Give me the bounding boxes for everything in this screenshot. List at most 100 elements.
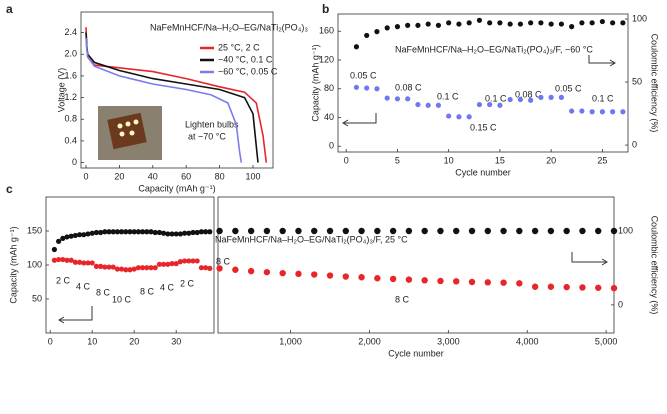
data-point (72, 232, 78, 239)
data-point (81, 232, 87, 238)
series-line (85, 37, 243, 163)
data-point (538, 94, 544, 100)
x-tick-label: 20 (114, 171, 124, 181)
rate-label: 0.05 C (350, 70, 377, 80)
data-point (466, 20, 472, 26)
data-point (311, 271, 318, 278)
rate-label: 0.1 C (437, 91, 459, 101)
data-point (484, 279, 491, 286)
data-point (77, 259, 83, 265)
data-point (203, 265, 209, 271)
data-point (173, 231, 179, 237)
data-point (358, 227, 365, 235)
data-point (610, 284, 618, 292)
x-tick-label: 5 (395, 155, 400, 165)
data-point (558, 21, 564, 27)
legend-label: −60 °C, 0.05 C (218, 66, 278, 76)
y-tick-label: 150 (27, 225, 42, 235)
y-axis-label: Capacity (mAh g⁻¹) (8, 226, 18, 303)
y-tick-label: 2.0 (64, 49, 77, 59)
data-point (547, 283, 555, 290)
data-point (548, 21, 554, 27)
data-point (106, 229, 112, 235)
x-tick-label: 0 (48, 336, 53, 346)
data-point (353, 84, 360, 90)
data-point (425, 21, 431, 27)
data-point (421, 227, 428, 235)
data-point (569, 108, 575, 114)
y2-tick-label: 100 (632, 13, 647, 23)
data-point (114, 266, 120, 272)
data-point (610, 109, 616, 115)
data-point (500, 279, 507, 286)
y-tick-label: 100 (27, 259, 42, 269)
data-point (85, 260, 91, 266)
data-point (131, 229, 137, 235)
rate-label: 10 C (112, 294, 132, 304)
data-point (595, 227, 602, 235)
y2-tick-label: 0 (618, 299, 623, 309)
data-point (589, 20, 595, 26)
data-point (263, 268, 271, 276)
data-point (610, 227, 618, 235)
rate-label: 0.1 C (485, 93, 507, 103)
data-point (190, 258, 196, 264)
rate-label: 4 C (160, 282, 175, 292)
data-point (140, 229, 146, 235)
data-point (435, 102, 442, 108)
data-point (364, 85, 370, 91)
data-point (353, 44, 360, 50)
data-point (374, 86, 380, 92)
data-point (589, 109, 595, 115)
x-tick-label: 20 (546, 155, 556, 165)
rate-label: 0.08 C (515, 89, 542, 99)
x-tick-label: 0 (344, 155, 349, 165)
data-point (453, 278, 460, 285)
y-tick-label: 1.6 (64, 70, 77, 80)
data-point (131, 266, 137, 272)
annotation: Lighten bulbs (185, 119, 239, 129)
data-point (106, 264, 112, 270)
data-point (500, 227, 507, 235)
data-point (207, 229, 213, 235)
data-point (161, 261, 167, 267)
data-point (563, 227, 570, 235)
data-point (60, 235, 66, 241)
x-tick-label: 2,000 (358, 336, 381, 346)
data-point (135, 265, 141, 271)
data-point (177, 231, 183, 237)
data-point (127, 229, 133, 235)
data-point (446, 113, 452, 119)
data-point (207, 265, 213, 271)
data-point (342, 273, 349, 280)
data-point (198, 229, 204, 235)
x-tick-label: 80 (215, 171, 225, 181)
data-point (453, 227, 460, 235)
data-point (123, 267, 129, 273)
data-point (77, 232, 83, 238)
data-point (421, 277, 428, 284)
data-point (384, 25, 390, 31)
data-point (326, 227, 334, 235)
x-tick-label: 20 (129, 336, 139, 346)
data-point (161, 230, 167, 236)
data-point (169, 231, 175, 237)
data-point (579, 108, 585, 114)
data-point (68, 233, 74, 239)
data-point (64, 234, 70, 240)
data-point (148, 229, 154, 235)
x-axis-label: Capacity (mAh g⁻¹) (138, 183, 215, 193)
y-tick-label: 40 (324, 112, 334, 122)
data-point (152, 265, 158, 271)
x-tick-label: 60 (181, 171, 191, 181)
y-axis-label: Capacity (mAh g⁻¹) (310, 44, 320, 121)
data-point (516, 227, 523, 235)
data-point (177, 259, 183, 265)
rate-label: 0.15 C (470, 122, 497, 132)
data-point (81, 260, 87, 266)
data-point (60, 256, 66, 263)
data-point (156, 229, 162, 236)
data-point (295, 270, 302, 278)
data-point (135, 229, 141, 235)
data-point (620, 109, 626, 115)
